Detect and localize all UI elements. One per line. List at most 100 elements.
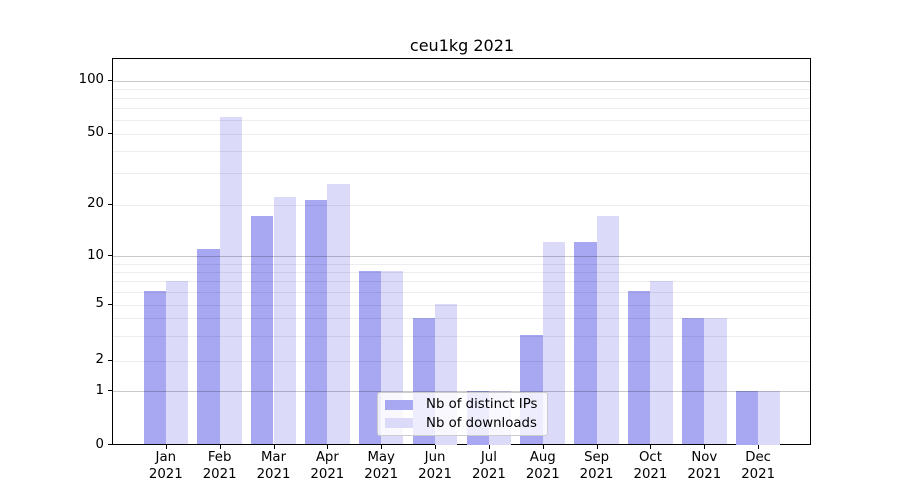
x-tick-month: Nov <box>691 450 718 465</box>
x-tick-mark <box>596 445 598 449</box>
bar-downloads-feb <box>219 116 242 445</box>
gridline-major <box>113 391 810 392</box>
x-tick-mark <box>219 445 221 449</box>
bar-distinct-ips-sep <box>574 242 597 445</box>
x-tick-label-nov: Nov 2021 <box>672 450 736 483</box>
x-tick-year: 2021 <box>148 466 183 482</box>
y-tick-label: 5 <box>95 296 104 311</box>
gridline-minor <box>113 88 810 90</box>
gridline-minor <box>113 204 810 206</box>
x-tick-month: Dec <box>745 450 771 465</box>
y-tick-label: 0 <box>95 436 104 452</box>
bar-distinct-ips-jan <box>143 291 166 445</box>
legend-swatch-distinct-ips <box>385 399 413 410</box>
bar-downloads-mar <box>273 196 296 445</box>
x-tick-year: 2021 <box>741 466 776 482</box>
x-tick-year: 2021 <box>418 466 452 482</box>
plot-area <box>112 58 811 445</box>
bar-distinct-ips-may <box>358 271 382 445</box>
x-tick-label-sep: Sep 2021 <box>565 450 629 483</box>
y-tick-mark <box>108 79 112 81</box>
x-tick-label-may: May 2021 <box>349 450 413 483</box>
x-tick-month: Oct <box>638 450 662 465</box>
y-tick-label: 10 <box>87 247 104 263</box>
gridline-major <box>113 256 810 258</box>
bar-distinct-ips-mar <box>251 216 274 445</box>
x-tick-mark <box>542 445 544 449</box>
y-tick-mark <box>108 203 112 205</box>
y-tick-mark <box>108 390 112 391</box>
x-tick-year: 2021 <box>364 466 399 482</box>
gridline-minor <box>113 151 810 153</box>
legend-label-downloads: Nb of downloads <box>426 415 537 431</box>
y-tick-label: 50 <box>87 125 104 141</box>
gridline-minor <box>113 281 810 283</box>
x-tick-month: Sep <box>584 450 610 465</box>
bar-distinct-ips-apr <box>305 200 328 445</box>
chart-title: ceu1kg 2021 <box>409 36 515 55</box>
x-tick-year: 2021 <box>633 466 668 482</box>
x-tick-label-jul: Jul 2021 <box>457 450 521 483</box>
x-tick-mark <box>435 445 437 449</box>
gridline-minor <box>113 263 810 265</box>
gridline-minor <box>113 133 810 135</box>
y-tick-mark <box>108 132 112 134</box>
y-tick-label: 1 <box>95 382 104 398</box>
x-tick-mark <box>758 445 760 449</box>
x-tick-label-apr: Apr 2021 <box>295 450 359 483</box>
bar-distinct-ips-dec <box>735 390 759 445</box>
bar-downloads-oct <box>650 280 673 445</box>
bar-distinct-ips-nov <box>682 317 705 445</box>
gridline-minor <box>113 291 810 293</box>
x-tick-year: 2021 <box>256 466 291 482</box>
legend-item-distinct-ips: Nb of distinct IPs <box>385 397 540 413</box>
x-tick-label-feb: Feb 2021 <box>188 450 252 483</box>
gridline-minor <box>113 271 810 273</box>
x-tick-month: Jan <box>155 450 177 465</box>
x-tick-year: 2021 <box>471 466 506 482</box>
x-tick-year: 2021 <box>579 466 614 482</box>
bar-downloads-nov <box>704 317 727 445</box>
gridline-minor <box>113 304 810 306</box>
bar-downloads-dec <box>758 390 781 445</box>
y-tick-mark <box>108 444 112 445</box>
x-tick-mark <box>165 445 167 449</box>
x-tick-year: 2021 <box>310 466 345 482</box>
x-tick-year: 2021 <box>525 466 560 482</box>
x-tick-label-aug: Aug 2021 <box>511 450 575 483</box>
x-tick-label-mar: Mar 2021 <box>242 450 306 483</box>
x-tick-month: Mar <box>260 450 287 465</box>
legend-label-distinct-ips: Nb of distinct IPs <box>426 397 538 413</box>
x-tick-label-jan: Jan 2021 <box>134 450 198 483</box>
x-tick-mark <box>650 445 652 449</box>
x-tick-month: Jul <box>480 450 497 465</box>
bar-downloads-aug <box>542 242 566 445</box>
legend: Nb of distinct IPs Nb of downloads <box>377 392 548 436</box>
bar-distinct-ips-feb <box>197 248 220 445</box>
gridline-minor <box>113 335 810 337</box>
bar-downloads-sep <box>596 216 619 445</box>
x-tick-mark <box>327 445 329 449</box>
gridline-minor <box>113 360 810 362</box>
gridline-minor <box>113 318 810 320</box>
x-tick-mark <box>273 445 275 449</box>
x-tick-mark <box>381 445 383 449</box>
y-tick-label: 20 <box>87 196 104 211</box>
legend-item-downloads: Nb of downloads <box>385 416 540 432</box>
bar-distinct-ips-oct <box>628 291 651 445</box>
x-tick-year: 2021 <box>202 466 237 482</box>
x-tick-month: Feb <box>207 450 232 465</box>
x-tick-month: May <box>367 450 395 465</box>
x-tick-month: Apr <box>315 450 339 465</box>
x-tick-year: 2021 <box>687 466 722 482</box>
bar-downloads-apr <box>327 183 350 445</box>
gridline-minor <box>113 107 810 109</box>
y-tick-mark <box>108 303 112 305</box>
legend-swatch-downloads <box>385 418 413 429</box>
y-tick-mark <box>108 359 112 361</box>
gridline-minor <box>113 119 810 121</box>
x-tick-label-dec: Dec 2021 <box>726 450 790 483</box>
bar-downloads-jan <box>165 280 189 445</box>
y-tick-label: 100 <box>78 72 104 87</box>
x-tick-label-jun: Jun 2021 <box>403 450 467 483</box>
